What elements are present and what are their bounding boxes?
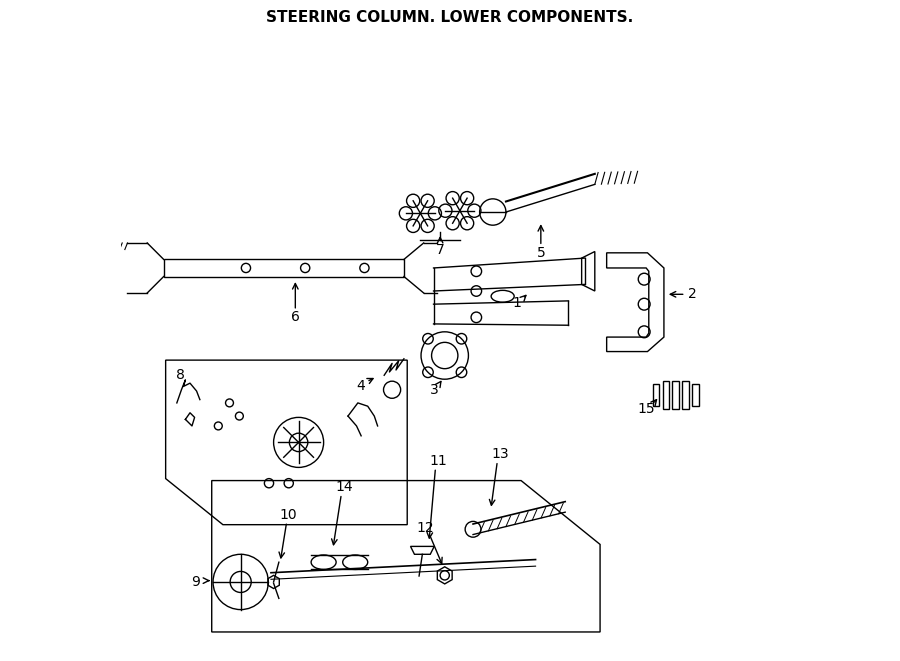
Text: 13: 13	[491, 447, 508, 461]
Text: 7: 7	[436, 243, 445, 257]
Text: 12: 12	[416, 521, 434, 535]
Text: 1: 1	[513, 296, 522, 310]
Text: 8: 8	[176, 368, 184, 382]
Text: 9: 9	[191, 575, 200, 589]
Text: 15: 15	[637, 403, 655, 416]
Text: 11: 11	[429, 454, 447, 468]
Text: STEERING COLUMN. LOWER COMPONENTS.: STEERING COLUMN. LOWER COMPONENTS.	[266, 11, 634, 25]
Text: 5: 5	[536, 247, 545, 260]
Text: 14: 14	[336, 480, 354, 494]
Text: 2: 2	[688, 288, 697, 301]
Text: 3: 3	[430, 383, 438, 397]
Text: 6: 6	[291, 310, 300, 325]
Text: 10: 10	[280, 508, 298, 522]
Text: 4: 4	[356, 379, 365, 393]
